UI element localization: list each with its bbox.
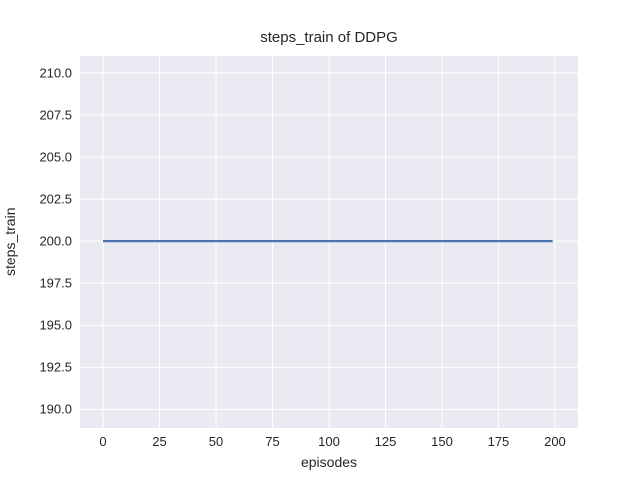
y-tick-label: 197.5 (39, 275, 72, 291)
plot-area (80, 56, 578, 428)
y-tick-label: 202.5 (39, 191, 72, 207)
x-axis-label: episodes (300, 454, 358, 470)
y-tick-label: 195.0 (39, 317, 72, 333)
y-tick-label: 200.0 (39, 233, 72, 249)
x-tick-label: 150 (431, 434, 453, 449)
y-tick-label: 210.0 (39, 65, 72, 81)
x-tick-label: 125 (374, 434, 397, 449)
x-tick-label: 25 (152, 434, 167, 449)
x-tick-label: 200 (544, 434, 566, 449)
x-tick-label: 75 (265, 434, 280, 449)
plot-canvas (80, 56, 578, 428)
x-tick-label: 175 (487, 434, 510, 449)
x-tick-label: 0 (99, 434, 107, 449)
y-tick-label: 205.0 (39, 149, 72, 165)
chart-title: steps_train of DDPG (260, 29, 398, 46)
y-tick-label: 190.0 (39, 401, 72, 417)
x-tick-label: 100 (318, 434, 340, 449)
x-tick-label: 50 (208, 434, 224, 449)
y-tick-label: 192.5 (39, 359, 72, 375)
y-tick-label: 207.5 (39, 107, 72, 123)
